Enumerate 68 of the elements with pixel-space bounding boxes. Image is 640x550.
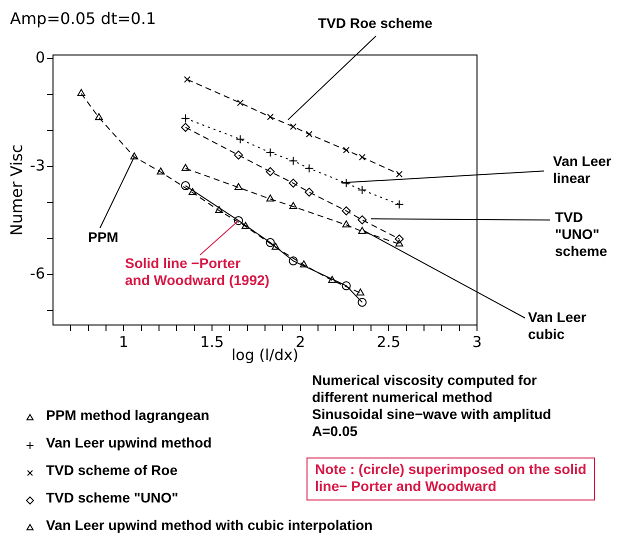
point: [304, 188, 314, 197]
annotation: TVD "UNO" scheme: [555, 209, 608, 259]
annotation: TVD Roe scheme: [318, 15, 433, 31]
y-tick-label: -3: [30, 156, 45, 174]
y-tick-label: 0: [35, 48, 45, 66]
point: [266, 238, 275, 248]
point: [358, 154, 366, 161]
point: [236, 100, 244, 106]
annotation: PPM: [88, 229, 118, 245]
point: [394, 234, 404, 244]
point: [188, 188, 197, 196]
point: [396, 170, 403, 178]
legend-label: TVD scheme "UNO": [46, 489, 178, 506]
point: [300, 260, 308, 268]
point: [181, 122, 190, 132]
point: [266, 114, 274, 120]
y-tick-label: -6: [30, 264, 45, 282]
point: [236, 134, 245, 144]
point: [94, 113, 103, 120]
x-tick-label: 1: [118, 332, 128, 351]
point: [342, 206, 351, 216]
point: [130, 152, 138, 160]
x-axis-title: log (l/dx): [232, 346, 298, 364]
point: [181, 181, 190, 190]
y-axis-title: Numer Visc: [6, 144, 26, 236]
legend-label: PPM method lagrangean: [46, 406, 210, 423]
point: [266, 194, 274, 202]
point: [266, 167, 275, 176]
point: [242, 222, 250, 229]
point: [77, 89, 86, 96]
x-tick-label: 3: [472, 332, 482, 351]
point: [328, 276, 336, 283]
point: [304, 164, 314, 173]
point: [184, 76, 191, 83]
point: [156, 168, 165, 174]
point: [288, 156, 298, 166]
text: Numerical viscosity computed for different numerical method Sinusoidal sine−wave with amplitud A=0.05: [312, 372, 552, 439]
point: [289, 202, 298, 210]
legend-label: TVD scheme of Roe: [46, 462, 178, 478]
point: [395, 240, 404, 246]
point: [356, 288, 364, 296]
annotation: Van Leer linear: [553, 153, 612, 186]
point: [306, 130, 312, 138]
point: [290, 123, 297, 130]
point: [234, 182, 242, 190]
point: [342, 146, 350, 154]
point: [288, 178, 298, 188]
x-tick-label: 2: [296, 332, 306, 351]
annotation: Solid line −Porter and Woodward (1992): [125, 255, 270, 288]
x-tick-label: 1.5: [200, 332, 224, 351]
point: [288, 256, 298, 266]
point: [234, 150, 243, 160]
point: [358, 298, 367, 307]
chart-title: Amp=0.05 dt=0.1: [10, 9, 156, 28]
point: [342, 281, 351, 290]
annotation: Van Leer cubic: [528, 309, 587, 342]
point: [358, 226, 366, 234]
legend-label: Van Leer upwind method with cubic interpolation: [46, 516, 373, 533]
point: [182, 164, 190, 171]
point: [215, 206, 224, 214]
legend-label: Van Leer upwind method: [46, 434, 212, 450]
point: [342, 220, 350, 228]
text: Note : (circle) superimposed on the solid line− Porter and Woodward: [315, 461, 586, 494]
point: [358, 215, 367, 224]
point: [234, 216, 243, 226]
point: [272, 242, 280, 250]
point: [394, 200, 404, 209]
x-tick-label: 2.5: [376, 332, 401, 351]
